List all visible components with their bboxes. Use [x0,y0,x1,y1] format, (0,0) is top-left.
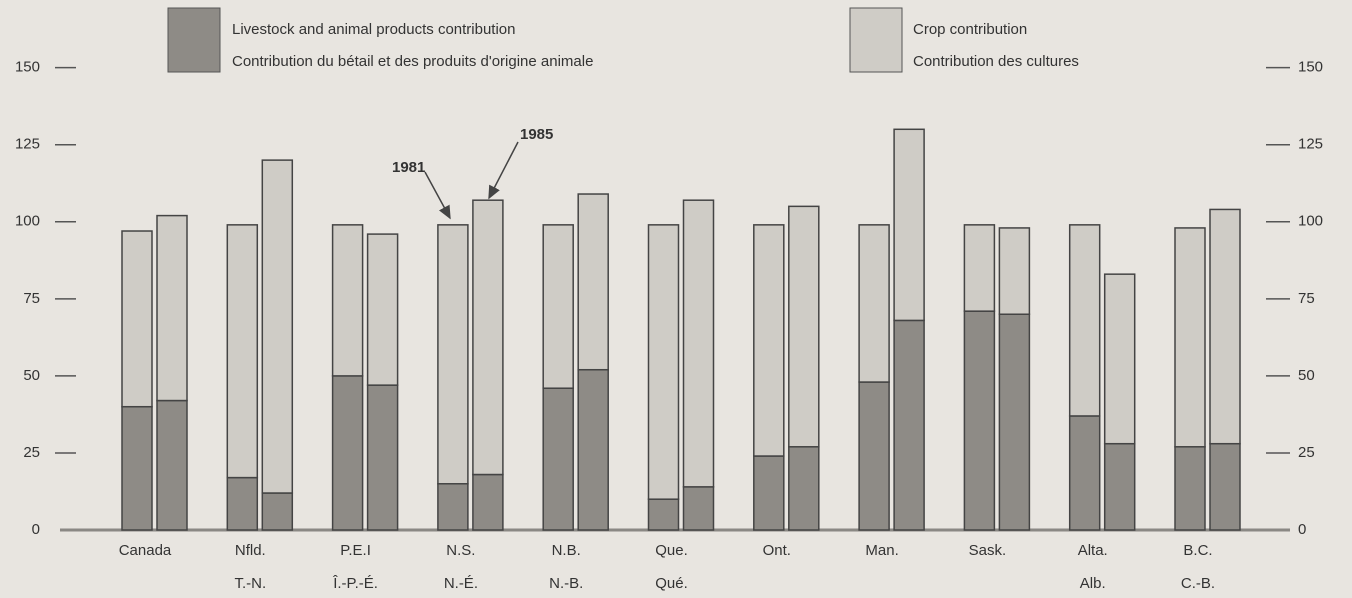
y2-tick-label: 0 [1298,521,1306,538]
bar-segment [682,486,715,531]
bar-segment [963,224,996,312]
bar-segment [647,498,680,531]
y-tick-label: 0 [32,521,40,538]
bar-segment [366,233,399,386]
bar-segment [261,492,294,531]
bar-segment [437,224,469,485]
annotation-arrow [488,141,519,200]
bar-segment [156,214,188,402]
legend-swatch [849,7,903,73]
bar-segment [1174,446,1206,531]
x-tick-label: N.-É. [444,575,478,592]
y2-tick-label: 150 [1298,59,1323,76]
legend-label: Contribution des cultures [913,53,1079,70]
bar-segment [226,476,259,531]
x-tick-label: Alb. [1080,575,1106,592]
x-tick-label: P.E.I [340,542,371,559]
x-tick-label: N.S. [446,542,475,559]
y2-tick-label: 125 [1298,136,1323,153]
y-tick-label: 25 [23,444,40,461]
bar-segment [121,230,153,408]
y2-tick-label: 75 [1298,290,1315,307]
bar-segment [261,159,294,494]
x-tick-label: Nfld. [235,542,266,559]
bar-segment [858,381,890,531]
x-tick-label: Alta. [1078,542,1108,559]
x-tick-label: Ont. [763,542,791,559]
bar-segment [1103,442,1136,531]
bar-segment [893,128,925,322]
legend-label: Livestock and animal products contributi… [232,21,516,38]
y-tick-label: 75 [23,290,40,307]
x-tick-label: Î.-P.-É. [332,575,378,592]
x-tick-label: Sask. [969,542,1007,559]
bar-segment [366,384,399,531]
bar-segment [858,224,890,383]
bar-segment [121,405,153,531]
annotation: 1985 [520,126,553,143]
bar-segment [963,310,996,531]
x-tick-label: B.C. [1183,542,1212,559]
bar-segment [1068,415,1101,531]
bar-segment [472,199,504,476]
annotation-arrow [424,171,451,220]
annotation: 1981 [392,159,425,176]
bar-segment [156,399,188,531]
bar-segment [331,224,364,377]
x-tick-label: N.-B. [549,575,583,592]
bar-segment [998,227,1031,315]
legend-label: Crop contribution [913,21,1027,38]
bar-segment [1209,442,1241,531]
bar-segment [1103,273,1136,445]
bar-segment [1209,208,1241,445]
x-tick-label: C.-B. [1181,575,1215,592]
bar-segment [1174,227,1206,448]
x-tick-label: N.B. [552,542,581,559]
bar-segment [893,319,925,531]
bar-segment [788,446,820,531]
bar-segment [577,368,609,531]
y-tick-label: 50 [23,367,40,384]
y-tick-label: 125 [15,136,40,153]
y2-tick-label: 50 [1298,367,1315,384]
bar-segment [542,224,574,389]
bar-segment [998,313,1031,531]
x-tick-label: T.-N. [234,575,266,592]
bar-segment [1068,224,1101,417]
x-tick-label: Man. [865,542,898,559]
bar-segment [577,193,609,371]
bar-segment [753,224,785,457]
bar-segment [753,455,785,531]
bar-segment [682,199,715,488]
y2-tick-label: 25 [1298,444,1315,461]
legend-label: Contribution du bétail et des produits d… [232,53,593,70]
bar-segment [542,387,574,531]
bar-segment [788,205,820,448]
y-tick-label: 150 [15,59,40,76]
y-tick-label: 100 [15,213,40,230]
bar-segment [331,375,364,531]
legend-swatch [167,7,221,73]
bar-segment [472,473,504,531]
y2-tick-label: 100 [1298,213,1323,230]
x-tick-label: Que. [655,542,688,559]
x-tick-label: Canada [119,542,172,559]
bar-segment [437,483,469,531]
bar-segment [647,224,680,500]
bar-segment [226,224,259,479]
x-tick-label: Qué. [655,575,688,592]
